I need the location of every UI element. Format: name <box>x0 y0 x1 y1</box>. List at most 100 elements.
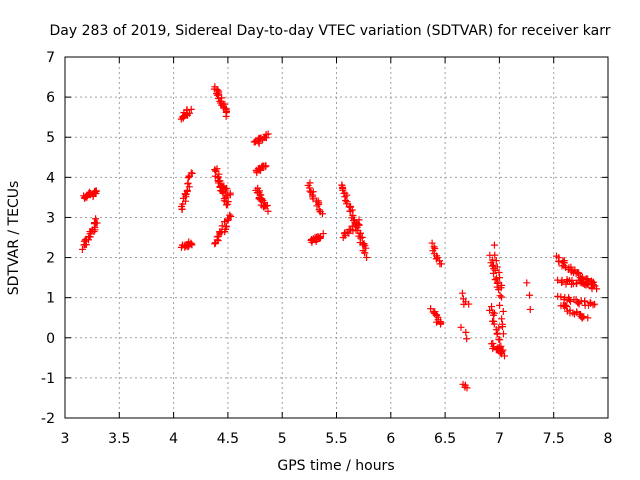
data-point <box>222 112 230 120</box>
x-tick-label: 5 <box>278 431 287 447</box>
data-point <box>465 300 473 308</box>
data-point <box>493 345 501 353</box>
data-point <box>258 195 266 203</box>
data-point <box>489 308 497 316</box>
data-point <box>214 177 222 185</box>
data-point <box>213 233 221 241</box>
data-point <box>499 307 507 315</box>
data-point <box>490 241 498 249</box>
data-point <box>558 276 566 284</box>
chart-title: Day 283 of 2019, Sidereal Day-to-day VTE… <box>50 23 611 39</box>
data-point <box>313 202 321 210</box>
x-tick-label: 7.5 <box>543 431 565 447</box>
data-point <box>496 274 504 282</box>
data-point <box>462 328 470 336</box>
data-point <box>499 330 507 338</box>
data-point <box>306 184 314 192</box>
data-point <box>501 352 509 360</box>
data-point <box>348 222 356 230</box>
x-tick-label: 6 <box>386 431 395 447</box>
data-point <box>584 314 592 322</box>
data-point <box>222 222 230 230</box>
data-point <box>358 233 366 241</box>
data-point <box>493 263 501 271</box>
data-point <box>315 233 323 241</box>
x-tick-label: 6.5 <box>434 431 456 447</box>
data-point <box>183 186 191 194</box>
data-point <box>213 91 221 99</box>
data-point <box>92 215 100 223</box>
data-point <box>184 180 192 188</box>
data-point <box>463 384 471 392</box>
data-point <box>308 238 316 246</box>
data-point <box>362 244 370 252</box>
data-point <box>264 130 272 138</box>
data-point <box>498 281 506 289</box>
data-point <box>489 269 497 277</box>
data-point <box>210 85 218 93</box>
data-point <box>222 201 230 209</box>
data-point <box>526 291 534 299</box>
data-point <box>457 323 465 331</box>
data-point <box>492 257 500 265</box>
data-point <box>523 279 531 287</box>
data-point <box>578 273 586 281</box>
data-point <box>430 243 438 251</box>
data-point <box>432 318 440 326</box>
x-axis-label: GPS time / hours <box>277 458 394 474</box>
data-point <box>184 243 192 251</box>
data-point <box>437 320 445 328</box>
data-point <box>496 292 504 300</box>
data-point <box>355 216 363 224</box>
axis-ticks: 3 3.5 4 4.5 5 5.5 6 6.5 7 7.5 8 -2 -1 0 1 2 3 4 5 6 7 <box>41 50 612 447</box>
data-point <box>490 311 498 319</box>
data-point <box>431 308 439 316</box>
data-point <box>593 285 601 293</box>
data-point <box>78 245 86 253</box>
grid-lines <box>65 57 608 418</box>
data-point <box>185 109 193 117</box>
data-point <box>488 303 496 311</box>
data-point <box>495 324 503 332</box>
y-tick-label: 5 <box>46 130 55 146</box>
x-tick-label: 3 <box>61 431 70 447</box>
y-tick-label: 2 <box>46 251 55 267</box>
x-tick-label: 4.5 <box>217 431 239 447</box>
data-point <box>526 305 534 313</box>
data-point <box>498 293 506 301</box>
y-tick-label: 6 <box>46 90 55 106</box>
data-point <box>589 301 597 309</box>
y-tick-label: 0 <box>46 331 55 347</box>
data-point <box>92 190 100 198</box>
y-tick-label: 7 <box>46 50 55 66</box>
x-tick-label: 3.5 <box>108 431 130 447</box>
data-point <box>345 229 353 237</box>
data-point <box>319 230 327 238</box>
data-point <box>188 169 196 177</box>
data-point <box>560 259 568 267</box>
data-point <box>261 202 269 210</box>
data-point <box>428 239 436 247</box>
data-point <box>224 217 232 225</box>
data-point <box>355 232 363 240</box>
y-axis-label: SDTVAR / TECUs <box>6 181 22 296</box>
data-point <box>341 193 349 201</box>
data-point <box>580 313 588 321</box>
data-point <box>494 278 502 286</box>
data-point <box>187 105 195 113</box>
data-points <box>78 83 601 392</box>
data-point <box>463 335 471 343</box>
data-point <box>496 349 504 357</box>
data-point <box>589 278 597 286</box>
y-tick-label: -2 <box>41 411 55 427</box>
data-point <box>184 174 192 182</box>
data-point <box>361 249 369 257</box>
data-point <box>346 207 354 215</box>
data-point <box>342 196 350 204</box>
data-point <box>264 207 272 215</box>
data-point <box>188 241 196 249</box>
x-tick-label: 4 <box>169 431 178 447</box>
data-point <box>563 302 571 310</box>
data-point <box>559 301 567 309</box>
data-point <box>261 163 269 171</box>
